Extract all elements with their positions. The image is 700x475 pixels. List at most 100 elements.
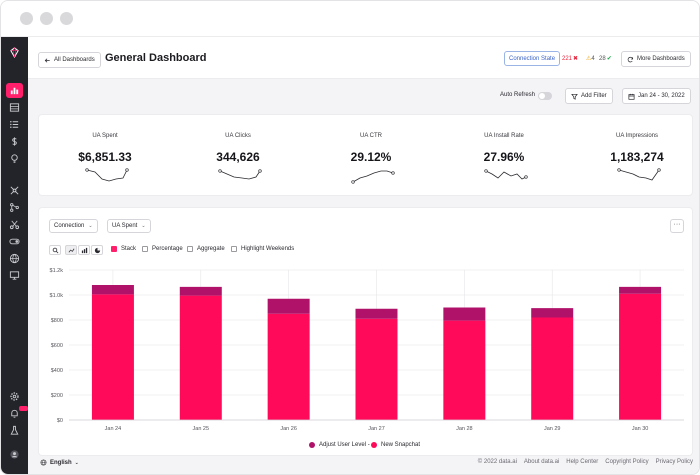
connection-ok-stat[interactable]: 28 ✔	[599, 55, 612, 62]
logo-icon[interactable]	[6, 45, 23, 60]
highlight-weekends-checkbox[interactable]: Highlight Weekends	[231, 246, 294, 252]
kpi-label: UA Clicks	[188, 133, 288, 139]
connection-warning-stat[interactable]: ⚠ 4	[586, 55, 595, 62]
globe-icon[interactable]	[6, 251, 23, 266]
kpi-card[interactable]: UA CTR 29.12%	[321, 115, 421, 197]
check-icon: ✔	[607, 55, 612, 62]
monitor-icon[interactable]	[6, 268, 23, 283]
network-icon[interactable]	[6, 183, 23, 198]
x-tick-label: Jan 27	[368, 426, 385, 432]
stack-checkbox[interactable]: Stack	[111, 246, 136, 252]
x-tick-label: Jan 30	[632, 426, 649, 432]
dimension-dropdown[interactable]: Connection ⌄	[49, 219, 98, 233]
stacked-bar-chart: $0 $200 $400 $600 $800 $1.0k $1.2k Jan 24 Jan 25…	[39, 258, 694, 440]
date-range-picker[interactable]: Jan 24 - 30, 2022	[622, 88, 691, 104]
legend-item-snapchat[interactable]: New Snapchat	[371, 442, 420, 448]
more-dashboards-button[interactable]: More Dashboards	[621, 51, 691, 67]
kpi-label: UA CTR	[321, 133, 421, 139]
scissors-icon[interactable]	[6, 217, 23, 232]
x-tick-label: Jan 26	[280, 426, 297, 432]
page-footer: English ⌄ © 2022 data.ai About data.ai H…	[28, 454, 700, 475]
dashboard-icon[interactable]	[6, 83, 23, 98]
window-control-dot[interactable]	[20, 12, 33, 25]
bar-segment-new-snapchat	[356, 319, 398, 420]
bar-segment-new-snapchat	[531, 318, 573, 421]
add-filter-label: Add Filter	[581, 93, 607, 99]
line-chart-button[interactable]	[65, 245, 77, 255]
filter-icon	[571, 93, 578, 100]
error-count: 221	[562, 56, 572, 62]
calendar-icon	[628, 93, 635, 100]
metric-value: UA Spent	[112, 223, 137, 229]
zoom-button[interactable]	[49, 245, 61, 255]
all-dashboards-button[interactable]: All Dashboards	[38, 52, 101, 68]
y-tick-label: $800	[51, 318, 63, 324]
kpi-label: UA Install Rate	[454, 133, 554, 139]
copyright-text: © 2022 data.ai	[478, 459, 517, 465]
x-tick-label: Jan 28	[456, 426, 473, 432]
x-tick-label: Jan 29	[544, 426, 561, 432]
footer-link-about[interactable]: About data.ai	[524, 459, 559, 465]
checkbox-label: Highlight Weekends	[241, 246, 294, 252]
main-content: All Dashboards General Dashboard Connect…	[28, 37, 700, 475]
bar-segment-adjust-user-level	[619, 287, 661, 294]
auto-refresh-toggle[interactable]	[538, 92, 552, 100]
page-title: General Dashboard	[105, 52, 206, 64]
metric-dropdown[interactable]: UA Spent ⌄	[107, 219, 151, 233]
aggregate-checkbox[interactable]: Aggregate	[187, 246, 225, 252]
language-selector[interactable]: English ⌄	[40, 459, 79, 466]
bar-chart-button[interactable]	[78, 245, 90, 255]
y-tick-label: $200	[51, 393, 63, 399]
legend-swatch	[371, 442, 377, 448]
kpi-card[interactable]: UA Install Rate 27.96%	[454, 115, 554, 197]
window-control-dot[interactable]	[60, 12, 73, 25]
settings-icon[interactable]	[6, 389, 23, 404]
footer-link-help[interactable]: Help Center	[566, 459, 598, 465]
kpi-value: 1,183,274	[587, 150, 687, 164]
chevron-down-icon: ⌄	[141, 223, 145, 229]
window-control-dot[interactable]	[40, 12, 53, 25]
bar-segment-adjust-user-level	[531, 308, 573, 317]
y-tick-label: $0	[57, 418, 63, 424]
auto-refresh-label: Auto Refresh	[500, 92, 535, 98]
branch-icon[interactable]	[6, 200, 23, 215]
footer-link-privacy[interactable]: Privacy Policy	[656, 459, 693, 465]
bulb-icon[interactable]	[6, 151, 23, 166]
connection-error-stat[interactable]: 221 ✖	[562, 55, 578, 62]
bar-chart-icon	[81, 247, 88, 254]
bar-segment-adjust-user-level	[92, 285, 134, 294]
add-filter-button[interactable]: Add Filter	[565, 88, 613, 104]
table-icon[interactable]	[6, 100, 23, 115]
percentage-checkbox[interactable]: Percentage	[142, 246, 183, 252]
footer-links: © 2022 data.ai About data.ai Help Center…	[471, 459, 693, 465]
list-icon[interactable]	[6, 117, 23, 132]
toggle-icon[interactable]	[6, 234, 23, 249]
footer-link-copyright[interactable]: Copyright Policy	[605, 459, 648, 465]
kpi-card[interactable]: UA Clicks 344,626	[188, 115, 288, 197]
y-tick-label: $1.2k	[50, 268, 64, 274]
kpi-sparkline	[617, 167, 661, 185]
more-options-button[interactable]: ···	[670, 219, 684, 233]
notifications-icon[interactable]	[6, 406, 23, 421]
checkbox-box	[187, 246, 193, 252]
pie-chart-button[interactable]	[91, 245, 103, 255]
dollar-icon[interactable]	[6, 134, 23, 149]
kpi-sparkline	[85, 167, 129, 185]
lab-flask-icon[interactable]	[6, 423, 23, 438]
x-tick-label: Jan 24	[105, 426, 122, 432]
warning-count: 4	[591, 56, 594, 62]
connection-state-button[interactable]: Connection State	[504, 51, 560, 66]
kpi-card[interactable]: UA Spent $6,851.33	[55, 115, 155, 197]
arrow-left-icon	[44, 57, 51, 64]
checkbox-label: Stack	[121, 246, 136, 252]
user-avatar[interactable]	[6, 447, 23, 462]
more-dashboards-label: More Dashboards	[637, 56, 685, 62]
kpi-summary-panel: UA Spent $6,851.33 UA Clicks 344,626 UA …	[38, 114, 693, 196]
ok-count: 28	[599, 56, 606, 62]
kpi-value: 344,626	[188, 150, 288, 164]
bar-segment-adjust-user-level	[180, 287, 222, 296]
kpi-card[interactable]: UA Impressions 1,183,274	[587, 115, 687, 197]
legend-item-adjust[interactable]: Adjust User Level -	[309, 442, 370, 448]
checkbox-box	[231, 246, 237, 252]
chart-panel: Connection ⌄ UA Spent ⌄ ··· Sta	[38, 207, 693, 456]
